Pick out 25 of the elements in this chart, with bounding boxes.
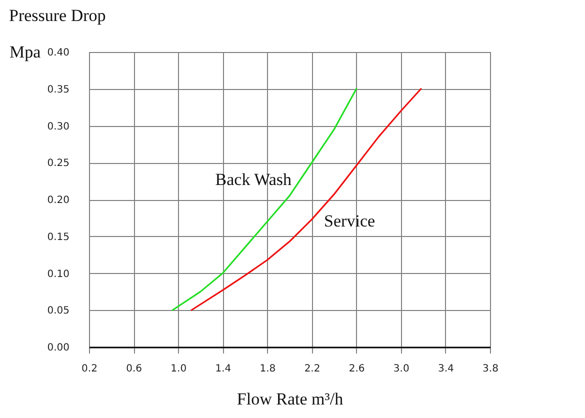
y-tick-label: 0.20: [47, 195, 70, 206]
line-series: [190, 88, 422, 311]
y-tick-label: 0.35: [47, 84, 70, 96]
x-tick-label: 1.4: [215, 364, 232, 374]
y-tick-label: 0.25: [47, 158, 70, 170]
y-tick-label: 0.40: [47, 48, 70, 58]
x-tick-label: 3.8: [482, 364, 498, 374]
y-axis-title: Mpa: [10, 42, 42, 62]
x-tick-label: 1.8: [260, 364, 276, 374]
x-tick-label: 3.4: [438, 364, 454, 374]
x-tick-label: 0.2: [82, 364, 98, 374]
y-tick-label: 0.00: [47, 342, 70, 354]
series-label: Service: [324, 211, 376, 230]
x-axis-title: Flow Rate m³/h: [236, 390, 344, 408]
y-tick-label: 0.15: [47, 232, 70, 243]
y-tick-label: 0.30: [47, 121, 70, 132]
x-tick-label: 2.2: [304, 364, 320, 374]
x-tick-label: 1.0: [170, 364, 187, 374]
x-tick-label: 3.0: [393, 364, 410, 374]
y-tick-label: 0.05: [47, 306, 70, 317]
x-tick-label: 0.6: [126, 364, 142, 374]
y-tick-label: 0.10: [47, 268, 70, 280]
series-label: Back Wash: [215, 170, 292, 189]
chart-title: Pressure Drop: [9, 6, 106, 25]
x-tick-label: 2.6: [348, 364, 365, 374]
